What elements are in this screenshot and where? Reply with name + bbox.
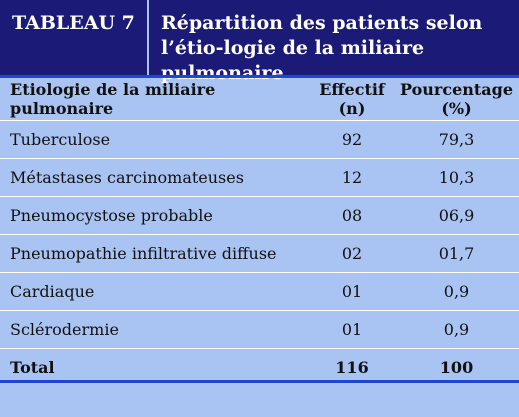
row-count: 92	[310, 120, 394, 159]
table-row: Tuberculose 92 79,3	[0, 120, 519, 159]
column-header-row: Etiologie de la miliaire pulmonaire Effe…	[0, 78, 519, 121]
total-percent: 100	[394, 348, 519, 386]
row-label: Métastases carcinomateuses	[0, 158, 310, 197]
table-row: Pneumopathie infiltrative diffuse 02 01,…	[0, 234, 519, 273]
row-percent: 10,3	[394, 158, 519, 197]
row-label: Pneumopathie infiltrative diffuse	[0, 234, 310, 273]
table-title: Répartition des patients selon l’étio-lo…	[149, 0, 519, 84]
column-header-count: Effectif (n)	[310, 78, 394, 121]
table-row: Sclérodermie 01 0,9	[0, 310, 519, 349]
row-percent: 79,3	[394, 120, 519, 159]
row-count: 08	[310, 196, 394, 235]
row-count: 01	[310, 272, 394, 311]
bottom-rule	[0, 380, 519, 383]
row-count: 02	[310, 234, 394, 273]
row-count: 12	[310, 158, 394, 197]
table-number: TABLEAU 7	[0, 0, 147, 75]
row-percent: 0,9	[394, 310, 519, 349]
row-label: Cardiaque	[0, 272, 310, 311]
column-header-etiology: Etiologie de la miliaire pulmonaire	[0, 78, 310, 121]
row-label: Tuberculose	[0, 120, 310, 159]
row-count: 01	[310, 310, 394, 349]
top-rule	[0, 75, 519, 78]
total-row: Total 116 100	[0, 348, 519, 386]
column-header-percent: Pourcentage (%)	[394, 78, 519, 121]
row-percent: 0,9	[394, 272, 519, 311]
total-label: Total	[0, 348, 310, 386]
table-row: Cardiaque 01 0,9	[0, 272, 519, 311]
table-header: TABLEAU 7 Répartition des patients selon…	[0, 0, 519, 84]
table-row: Pneumocystose probable 08 06,9	[0, 196, 519, 235]
row-label: Sclérodermie	[0, 310, 310, 349]
row-label: Pneumocystose probable	[0, 196, 310, 235]
row-percent: 01,7	[394, 234, 519, 273]
total-count: 116	[310, 348, 394, 386]
row-percent: 06,9	[394, 196, 519, 235]
data-table: Etiologie de la miliaire pulmonaire Effe…	[0, 78, 519, 386]
table-row: Métastases carcinomateuses 12 10,3	[0, 158, 519, 197]
